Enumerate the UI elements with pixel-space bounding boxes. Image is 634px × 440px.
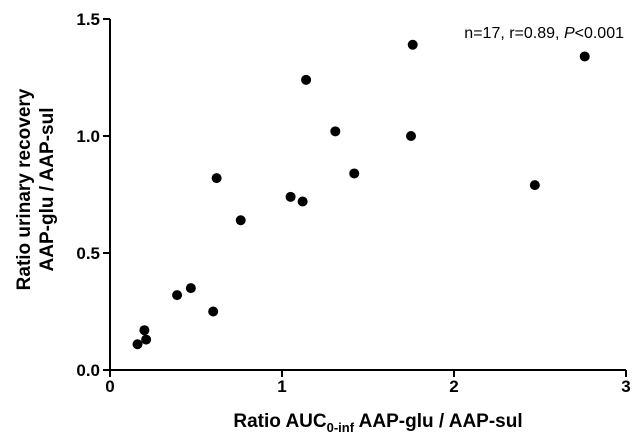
data-point xyxy=(407,39,418,50)
data-point xyxy=(132,339,143,350)
data-point xyxy=(235,215,246,226)
data-point xyxy=(301,74,312,85)
data-points xyxy=(132,39,590,350)
y-axis-label: Ratio urinary recovery AAP-glu / AAP-sul xyxy=(14,88,58,290)
x-axis-label-rest: AAP-glu / AAP-sul xyxy=(354,411,523,432)
data-point xyxy=(172,290,183,301)
y-tick-label: 0.0 xyxy=(76,361,100,380)
axes xyxy=(109,19,626,371)
x-tick-label: 3 xyxy=(621,377,630,396)
data-point xyxy=(185,283,196,294)
data-point xyxy=(141,334,152,345)
data-point xyxy=(285,191,296,202)
x-tick-label: 2 xyxy=(449,377,458,396)
x-axis-label: Ratio AUC0-inf AAP-glu / AAP-sul xyxy=(233,411,522,435)
data-point xyxy=(406,131,416,141)
y-axis-label-line2: AAP-glu / AAP-sul xyxy=(37,108,58,272)
y-tick-label: 1.0 xyxy=(76,127,100,146)
stats-annotation-suffix: <0.001 xyxy=(575,25,624,42)
x-axis-label-subscript: 0-inf xyxy=(327,420,355,435)
data-point xyxy=(208,306,219,317)
data-point xyxy=(529,180,540,191)
y-tick-label: 1.5 xyxy=(76,10,100,29)
data-point xyxy=(297,196,308,207)
x-tick-label: 0 xyxy=(105,377,114,396)
data-point xyxy=(139,325,150,336)
stats-annotation: n=17, r=0.89, P<0.001 xyxy=(464,25,624,42)
x-axis-label-main: Ratio AUC xyxy=(233,411,327,432)
stats-annotation-p: P xyxy=(564,25,575,42)
y-axis-label-line1: Ratio urinary recovery xyxy=(14,88,35,290)
ticks: 0 1 2 3 0.0 0.5 1.0 1.5 xyxy=(76,10,630,396)
data-point xyxy=(349,168,360,179)
data-point xyxy=(330,126,341,137)
y-tick-label: 0.5 xyxy=(76,244,100,263)
stats-annotation-prefix: n=17, r=0.89, xyxy=(464,25,564,42)
x-tick-label: 1 xyxy=(277,377,286,396)
data-point xyxy=(211,173,222,184)
data-point xyxy=(579,51,590,62)
